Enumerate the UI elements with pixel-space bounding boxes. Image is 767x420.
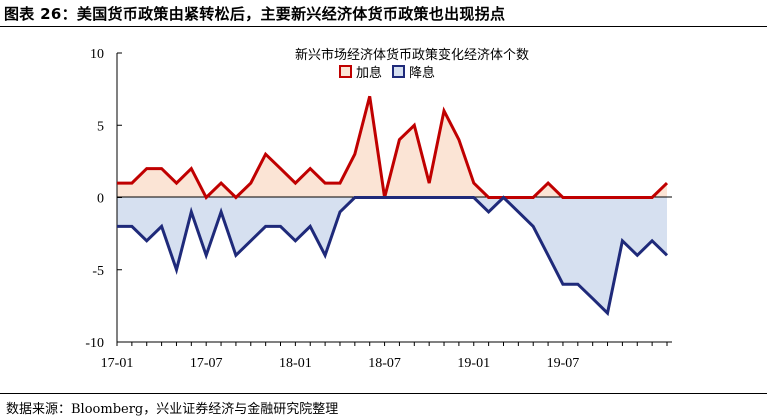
line-layer	[116, 95, 669, 317]
legend-swatch-cut	[392, 65, 405, 78]
bottom-rule	[0, 393, 767, 394]
y-tick-label: 5	[97, 119, 104, 134]
legend-swatch-hike	[339, 65, 352, 78]
x-tick-layer: 17-01 17-07 18-01 18-07 19-01 19-07	[101, 342, 668, 371]
area-layer	[117, 96, 667, 314]
y-tick-label: 10	[90, 47, 104, 62]
x-tick-label: 19-01	[457, 356, 490, 371]
x-tick-label: 17-01	[101, 356, 134, 371]
source-note: 数据来源：Bloomberg，兴业证券经济与金融研究院整理	[6, 402, 339, 417]
line-cut	[117, 195, 669, 317]
x-tick-label: 19-07	[547, 356, 580, 371]
x-tick-label: 17-07	[190, 356, 223, 371]
legend: 加息 降息	[339, 65, 435, 81]
y-tick-label: -5	[92, 264, 104, 279]
legend-label-hike: 加息	[356, 65, 382, 81]
chart-title: 新兴市场经济体货币政策变化经济体个数	[295, 47, 529, 63]
y-tick-layer: 10 5 0 -5 -10	[85, 47, 122, 351]
chart: 10 5 0 -5 -10 17-01 17-07 18-01 18-07 19-01 19-07…	[85, 47, 672, 371]
area-cut	[117, 197, 667, 314]
area-hike	[117, 96, 667, 198]
x-tick-label: 18-07	[368, 356, 401, 371]
line-hike	[117, 95, 669, 200]
legend-label-cut: 降息	[409, 65, 435, 81]
figure-title: 图表 26：美国货币政策由紧转松后，主要新兴经济体货币政策也出现拐点	[4, 5, 506, 23]
x-tick-label: 18-01	[279, 356, 312, 371]
y-tick-label: -10	[85, 336, 104, 351]
y-tick-label: 0	[97, 192, 104, 207]
top-rule	[0, 26, 767, 27]
